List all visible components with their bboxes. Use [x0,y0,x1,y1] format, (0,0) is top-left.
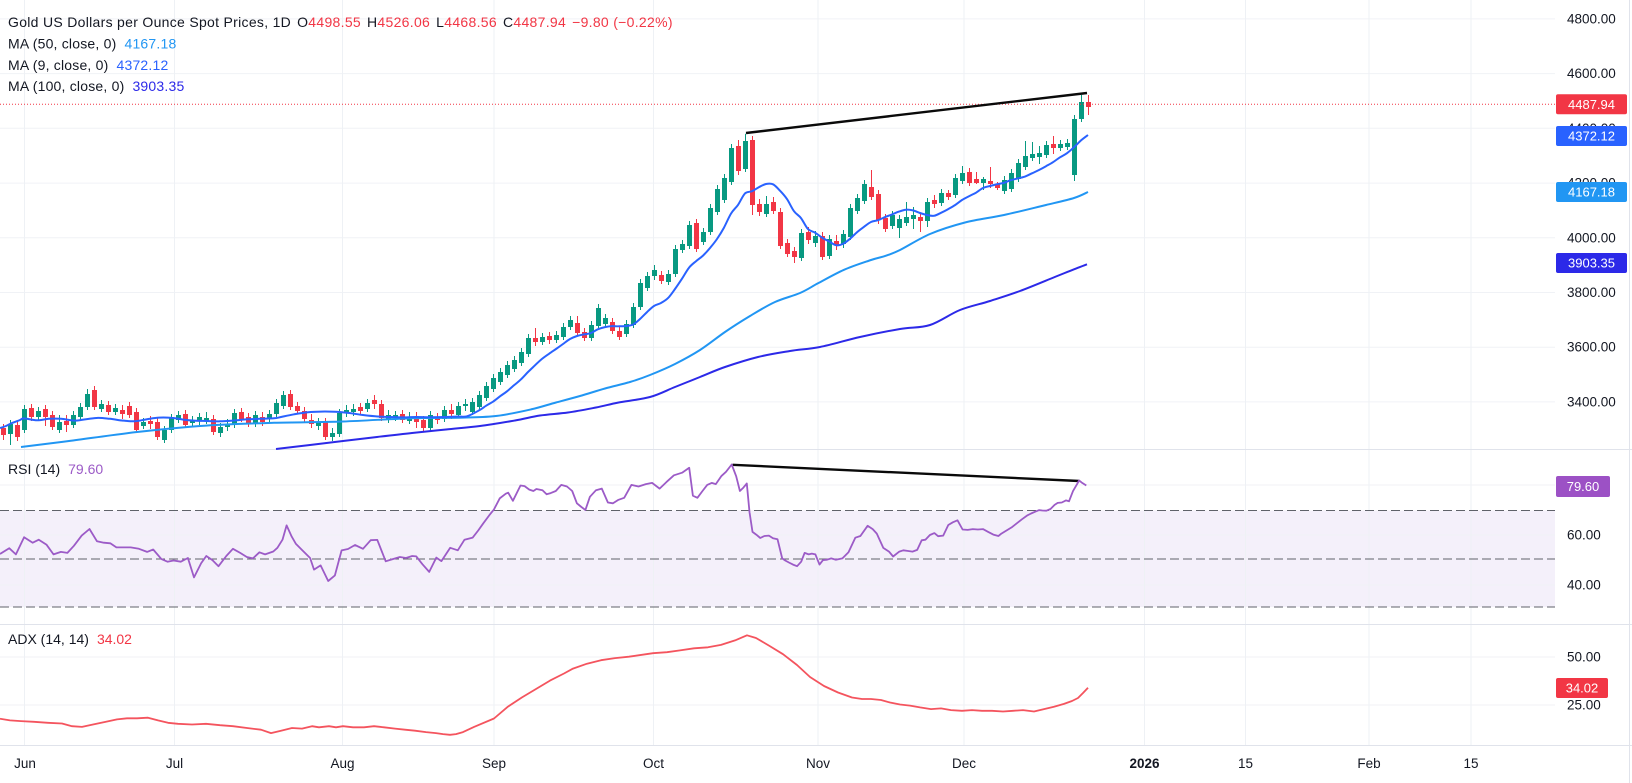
svg-text:Nov: Nov [806,756,830,771]
svg-text:15: 15 [1463,756,1478,771]
svg-text:4600.00: 4600.00 [1567,66,1616,81]
svg-text:Oct: Oct [643,756,664,771]
svg-text:79.60: 79.60 [1567,479,1600,494]
svg-text:4000.00: 4000.00 [1567,230,1616,245]
svg-text:ADX (14, 14)34.02: ADX (14, 14) 34.02 [8,631,132,647]
svg-text:60.00: 60.00 [1567,528,1601,543]
svg-text:Jul: Jul [166,756,183,771]
svg-text:RSI (14)79.60: RSI (14) 79.60 [8,461,103,477]
svg-text:34.02: 34.02 [1566,681,1599,696]
svg-text:3600.00: 3600.00 [1567,340,1616,355]
svg-text:25.00: 25.00 [1567,698,1601,713]
svg-text:4800.00: 4800.00 [1567,11,1616,26]
svg-text:3800.00: 3800.00 [1567,285,1616,300]
svg-text:Feb: Feb [1357,756,1380,771]
svg-text:MA (100, close, 0)3903.35: MA (100, close, 0) 3903.35 [8,78,184,94]
svg-text:Dec: Dec [952,756,976,771]
svg-text:50.00: 50.00 [1567,650,1601,665]
svg-text:MA (9, close, 0)4372.12: MA (9, close, 0) 4372.12 [8,57,168,73]
svg-text:Jun: Jun [14,756,36,771]
svg-text:3903.35: 3903.35 [1568,256,1615,271]
svg-text:MA (50, close, 0)4167.18: MA (50, close, 0) 4167.18 [8,36,176,52]
svg-text:Gold US Dollars per Ounce Spot: Gold US Dollars per Ounce Spot Prices, 1… [8,14,673,30]
svg-text:Aug: Aug [330,756,354,771]
svg-text:40.00: 40.00 [1567,578,1601,593]
svg-text:4167.18: 4167.18 [1568,185,1615,200]
svg-text:Sep: Sep [482,756,506,771]
svg-text:3400.00: 3400.00 [1567,394,1616,409]
svg-text:15: 15 [1238,756,1253,771]
svg-text:4372.12: 4372.12 [1568,129,1615,144]
svg-text:2026: 2026 [1129,756,1160,771]
svg-text:4487.94: 4487.94 [1568,97,1615,112]
